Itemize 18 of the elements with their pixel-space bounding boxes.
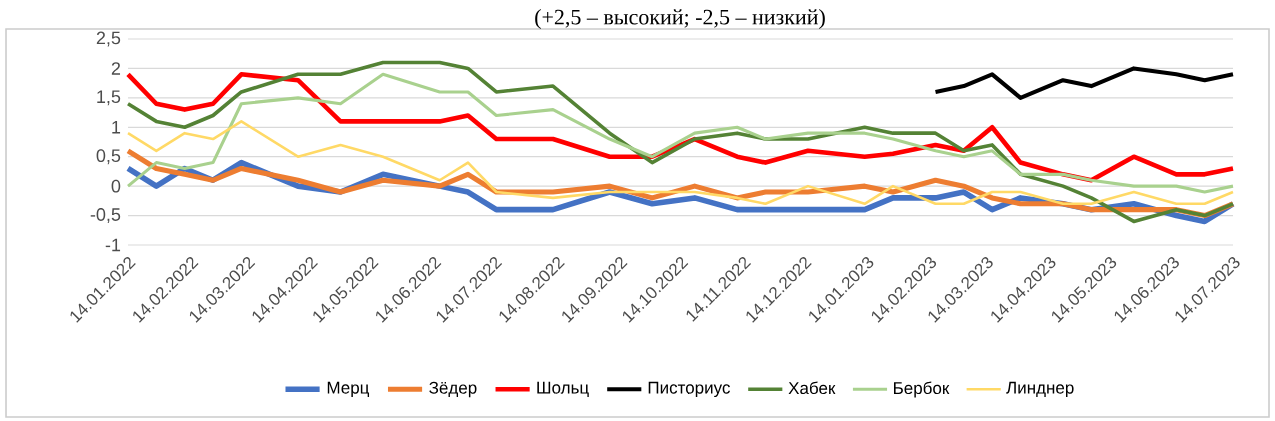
legend-label: Мерц [327,381,370,398]
legend-label: Линднер [1006,381,1074,398]
y-tick-label: -0,5 [90,208,121,223]
chart-title: (+2,5 – высокий; -2,5 – низкий) [535,9,825,29]
legend-label: Зёдер [429,381,477,398]
line-series [126,60,1235,224]
y-tick-label: 0,5 [96,149,121,165]
y-tick-label: 1,5 [97,90,121,106]
y-tick-label: 1 [112,121,121,134]
legend-label: Бербок [894,381,950,398]
y-tick-label: -1 [105,238,121,252]
y-tick-label: 0 [111,179,121,193]
legend-label: Хабек [788,381,836,395]
y-tick-label: 2,5 [96,31,121,47]
legend-label: Шольц [537,381,589,397]
line-series [933,66,1236,100]
y-tick-label: 2 [111,62,121,75]
legend-label: Писториус [648,381,730,398]
